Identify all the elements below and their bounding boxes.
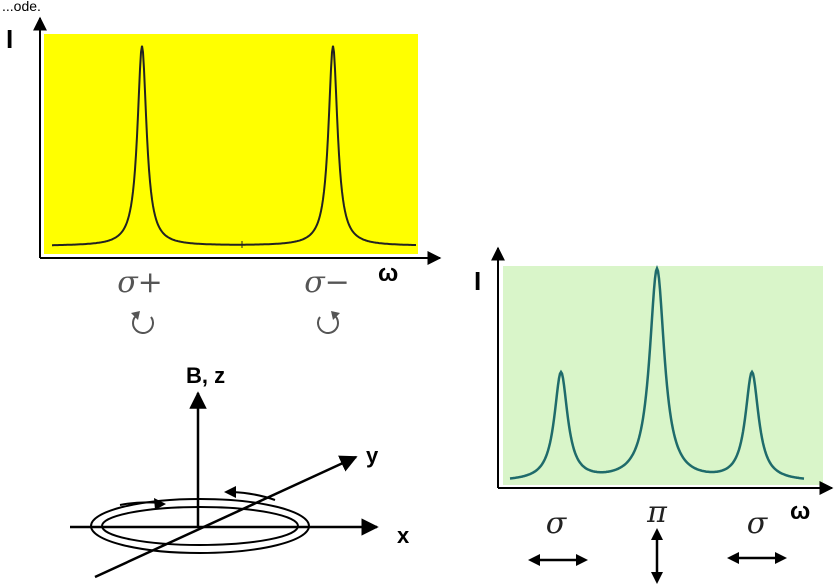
loop-arrow-icon	[154, 498, 166, 510]
transverse-spectrum: I ω σ π σ	[474, 246, 834, 584]
counterclockwise-rotation-icon	[131, 311, 154, 334]
y-axis	[94, 455, 358, 579]
spectrum-background	[503, 266, 823, 485]
coordinate-system-diagram: B, z y x	[70, 363, 410, 579]
header-fragment: ...ode.	[2, 0, 41, 14]
y-axis-label: I	[6, 24, 13, 54]
clockwise-rotation-icon	[317, 311, 340, 334]
spectrum-curve	[52, 45, 416, 247]
z-axis-label: B, z	[186, 363, 225, 388]
pi-label: π	[646, 495, 668, 530]
loop-arrow-icon	[224, 486, 236, 498]
y-axis-label: I	[474, 266, 481, 296]
spectrum-background	[44, 34, 418, 254]
x-axis-label: ω	[378, 260, 398, 287]
spectrum-curve	[509, 265, 805, 480]
sigma-minus-label: σ−	[304, 265, 350, 300]
longitudinal-spectrum: I ω σ+ σ−	[6, 16, 442, 334]
x-axis-label: ω	[790, 498, 810, 525]
x-axis-label: x	[397, 523, 410, 548]
horizontal-double-arrow-icon	[528, 554, 588, 566]
sigma-right-label: σ	[747, 506, 769, 541]
sigma-left-label: σ	[546, 506, 568, 541]
horizontal-double-arrow-icon	[727, 552, 787, 564]
y-axis-label: y	[366, 443, 379, 468]
current-loop	[90, 486, 310, 554]
sigma-plus-label: σ+	[117, 265, 163, 300]
vertical-double-arrow-icon	[651, 528, 663, 584]
